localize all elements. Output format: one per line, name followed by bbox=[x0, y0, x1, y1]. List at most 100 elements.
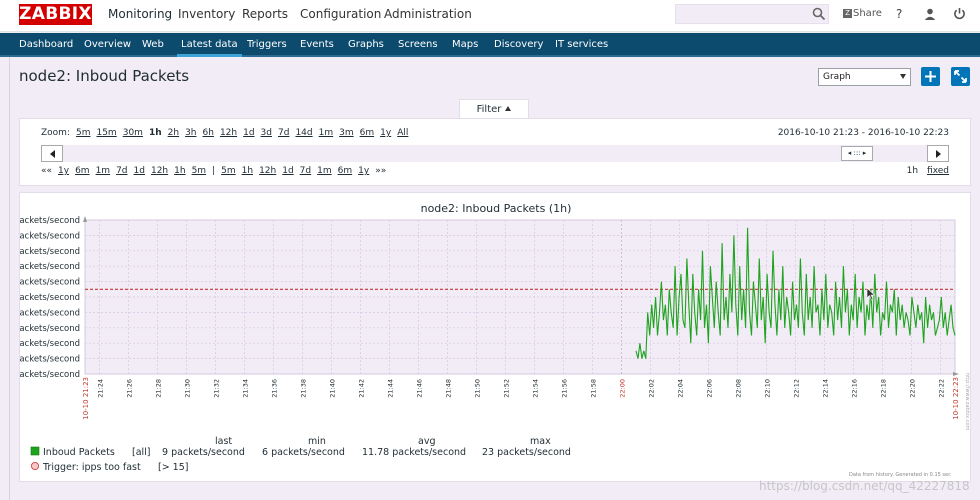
y-axis-arrow bbox=[83, 216, 87, 222]
subnav-it-services[interactable]: IT services bbox=[555, 39, 609, 50]
zoom-option[interactable]: 3m bbox=[339, 128, 354, 138]
share-label: Share bbox=[853, 8, 882, 19]
zoom-option[interactable]: 1d bbox=[243, 128, 255, 138]
fixed-link[interactable]: fixed bbox=[927, 166, 949, 176]
x-tick-label: 21:42 bbox=[358, 379, 366, 398]
zoom-option[interactable]: 6h bbox=[202, 128, 214, 138]
period-nav-row: «« 1y 6m 1m 7d 1d 12h 1h 5m | 5m 1h 12h 1d 7d 1m 6m 1y »» bbox=[41, 166, 392, 176]
x-tick-label: 22:10 bbox=[764, 379, 772, 398]
zoom-option[interactable]: 5m bbox=[75, 128, 91, 138]
zoom-option[interactable]: 12h bbox=[219, 128, 238, 138]
zoom-option[interactable]: All bbox=[397, 128, 409, 138]
side-label: http://www.zabbix.com bbox=[964, 373, 970, 430]
zoom-option[interactable]: 1m bbox=[318, 128, 334, 138]
zoom-option[interactable]: 6m bbox=[359, 128, 375, 138]
top-header: ZABBIX Monitoring Inventory Reports Conf… bbox=[0, 0, 980, 32]
menu-monitoring[interactable]: Monitoring bbox=[108, 7, 173, 21]
period-step-link[interactable]: »» bbox=[375, 166, 387, 176]
x-tick-label: 22:08 bbox=[735, 379, 743, 398]
x-start-label: 10-10 21:23 bbox=[82, 377, 90, 420]
fullscreen-button[interactable] bbox=[951, 67, 970, 86]
view-select-value: Graph bbox=[823, 72, 851, 82]
period-step-link[interactable]: 1h bbox=[241, 166, 254, 176]
power-icon[interactable] bbox=[953, 7, 966, 20]
graph-chart[interactable]: node2: Inboud Packets (1h) 24 packets/sec… bbox=[20, 193, 972, 483]
zoom-option[interactable]: 1y bbox=[380, 128, 392, 138]
x-tick-label: 22:18 bbox=[880, 379, 888, 398]
menu-administration[interactable]: Administration bbox=[384, 7, 472, 21]
subnav-graphs[interactable]: Graphs bbox=[348, 39, 384, 50]
subnav-dashboard[interactable]: Dashboard bbox=[19, 39, 74, 50]
menu-inventory[interactable]: Inventory bbox=[178, 7, 236, 21]
subnav-overview[interactable]: Overview bbox=[84, 39, 132, 50]
legend-trigger-label: Trigger: ipps too fast bbox=[42, 462, 141, 473]
zoom-option[interactable]: 3d bbox=[260, 128, 272, 138]
filter-tab[interactable]: Filter bbox=[459, 99, 529, 119]
x-tick-label: 21:46 bbox=[416, 379, 424, 398]
subnav-screens[interactable]: Screens bbox=[398, 39, 438, 50]
legend-avg: 11.78 packets/second bbox=[362, 447, 466, 458]
help-icon[interactable]: ? bbox=[896, 7, 903, 21]
legend-series-name: Inboud Packets bbox=[43, 447, 115, 458]
search-input[interactable] bbox=[675, 4, 829, 24]
subnav-web[interactable]: Web bbox=[142, 39, 164, 50]
subnav-events[interactable]: Events bbox=[300, 39, 334, 50]
zoom-option[interactable]: 3h bbox=[185, 128, 197, 138]
period-step-link[interactable]: 5m bbox=[191, 166, 207, 176]
zabbix-logo[interactable]: ZABBIX bbox=[19, 4, 92, 25]
period-step-link[interactable]: 12h bbox=[259, 166, 277, 176]
x-end-label: 10-10 22:23 bbox=[952, 377, 960, 420]
y-tick-label: 22 packets/second bbox=[20, 231, 80, 241]
period-step-link[interactable]: 7d bbox=[116, 166, 128, 176]
graph-panel: node2: Inboud Packets (1h) 24 packets/sec… bbox=[19, 192, 971, 482]
zoom-option[interactable]: 14d bbox=[295, 128, 313, 138]
legend-max: 23 packets/second bbox=[482, 447, 571, 458]
zoom-option[interactable]: 7d bbox=[278, 128, 290, 138]
subnav-discovery[interactable]: Discovery bbox=[494, 39, 544, 50]
period-step-link[interactable]: 7d bbox=[299, 166, 312, 176]
chevron-up-icon bbox=[505, 106, 512, 111]
menu-configuration[interactable]: Configuration bbox=[300, 7, 382, 21]
period-step-link[interactable]: 1y bbox=[358, 166, 370, 176]
period-step-link[interactable]: «« bbox=[41, 166, 53, 176]
subnav-maps[interactable]: Maps bbox=[452, 39, 479, 50]
zoom-option[interactable]: 30m bbox=[122, 128, 143, 138]
period-info: 1h fixed bbox=[907, 166, 949, 176]
period-step-link[interactable]: 1d bbox=[282, 166, 294, 176]
subnav-triggers[interactable]: Triggers bbox=[247, 39, 287, 50]
add-to-favorites-button[interactable] bbox=[921, 67, 940, 86]
x-tick-label: 21:36 bbox=[271, 379, 279, 398]
period-step-link[interactable]: 6m bbox=[337, 166, 353, 176]
period-step-link[interactable]: 1d bbox=[133, 166, 145, 176]
period-step-link[interactable]: 1m bbox=[317, 166, 332, 176]
period-separator: | bbox=[212, 166, 216, 176]
subnav-latest-data[interactable]: Latest data bbox=[177, 33, 242, 57]
x-tick-label: 21:40 bbox=[329, 379, 337, 398]
share-button[interactable]: Z Share bbox=[843, 7, 882, 23]
period-step-link[interactable]: 5m bbox=[221, 166, 236, 176]
zoom-option[interactable]: 15m bbox=[96, 128, 117, 138]
period-step-link[interactable]: 12h bbox=[150, 166, 169, 176]
chart-title: node2: Inboud Packets (1h) bbox=[421, 202, 572, 215]
period-step-link[interactable]: 1h bbox=[174, 166, 186, 176]
user-icon[interactable] bbox=[924, 8, 936, 20]
scroll-thumb[interactable]: ◂ ::: ▸ bbox=[841, 146, 873, 161]
scroll-right-button[interactable] bbox=[927, 145, 949, 162]
menu-reports[interactable]: Reports bbox=[242, 7, 289, 21]
scroll-left-button[interactable] bbox=[41, 145, 63, 162]
period-step-link[interactable]: 1y bbox=[58, 166, 70, 176]
zoom-option[interactable]: 1h bbox=[148, 128, 162, 138]
search-icon[interactable] bbox=[812, 7, 826, 21]
view-select[interactable]: Graph bbox=[818, 68, 911, 86]
period-step-link[interactable]: 6m bbox=[75, 166, 90, 176]
legend-trigger-cond: [> 15] bbox=[158, 462, 188, 473]
period-step-link[interactable]: 1m bbox=[95, 166, 111, 176]
filter-label: Filter bbox=[476, 104, 502, 115]
x-tick-label: 21:54 bbox=[532, 379, 540, 398]
left-edge bbox=[0, 57, 10, 500]
zoom-option[interactable]: 2h bbox=[167, 128, 180, 138]
x-tick-label: 22:02 bbox=[648, 379, 656, 398]
x-tick-label: 21:48 bbox=[445, 379, 453, 398]
time-scrollbar[interactable] bbox=[41, 145, 949, 162]
zoom-row: Zoom: 5m 15m 30m 1h 2h 3h 6h 12h 1d 3d 7d 14d 1m 3m 6m 1… bbox=[41, 128, 408, 138]
